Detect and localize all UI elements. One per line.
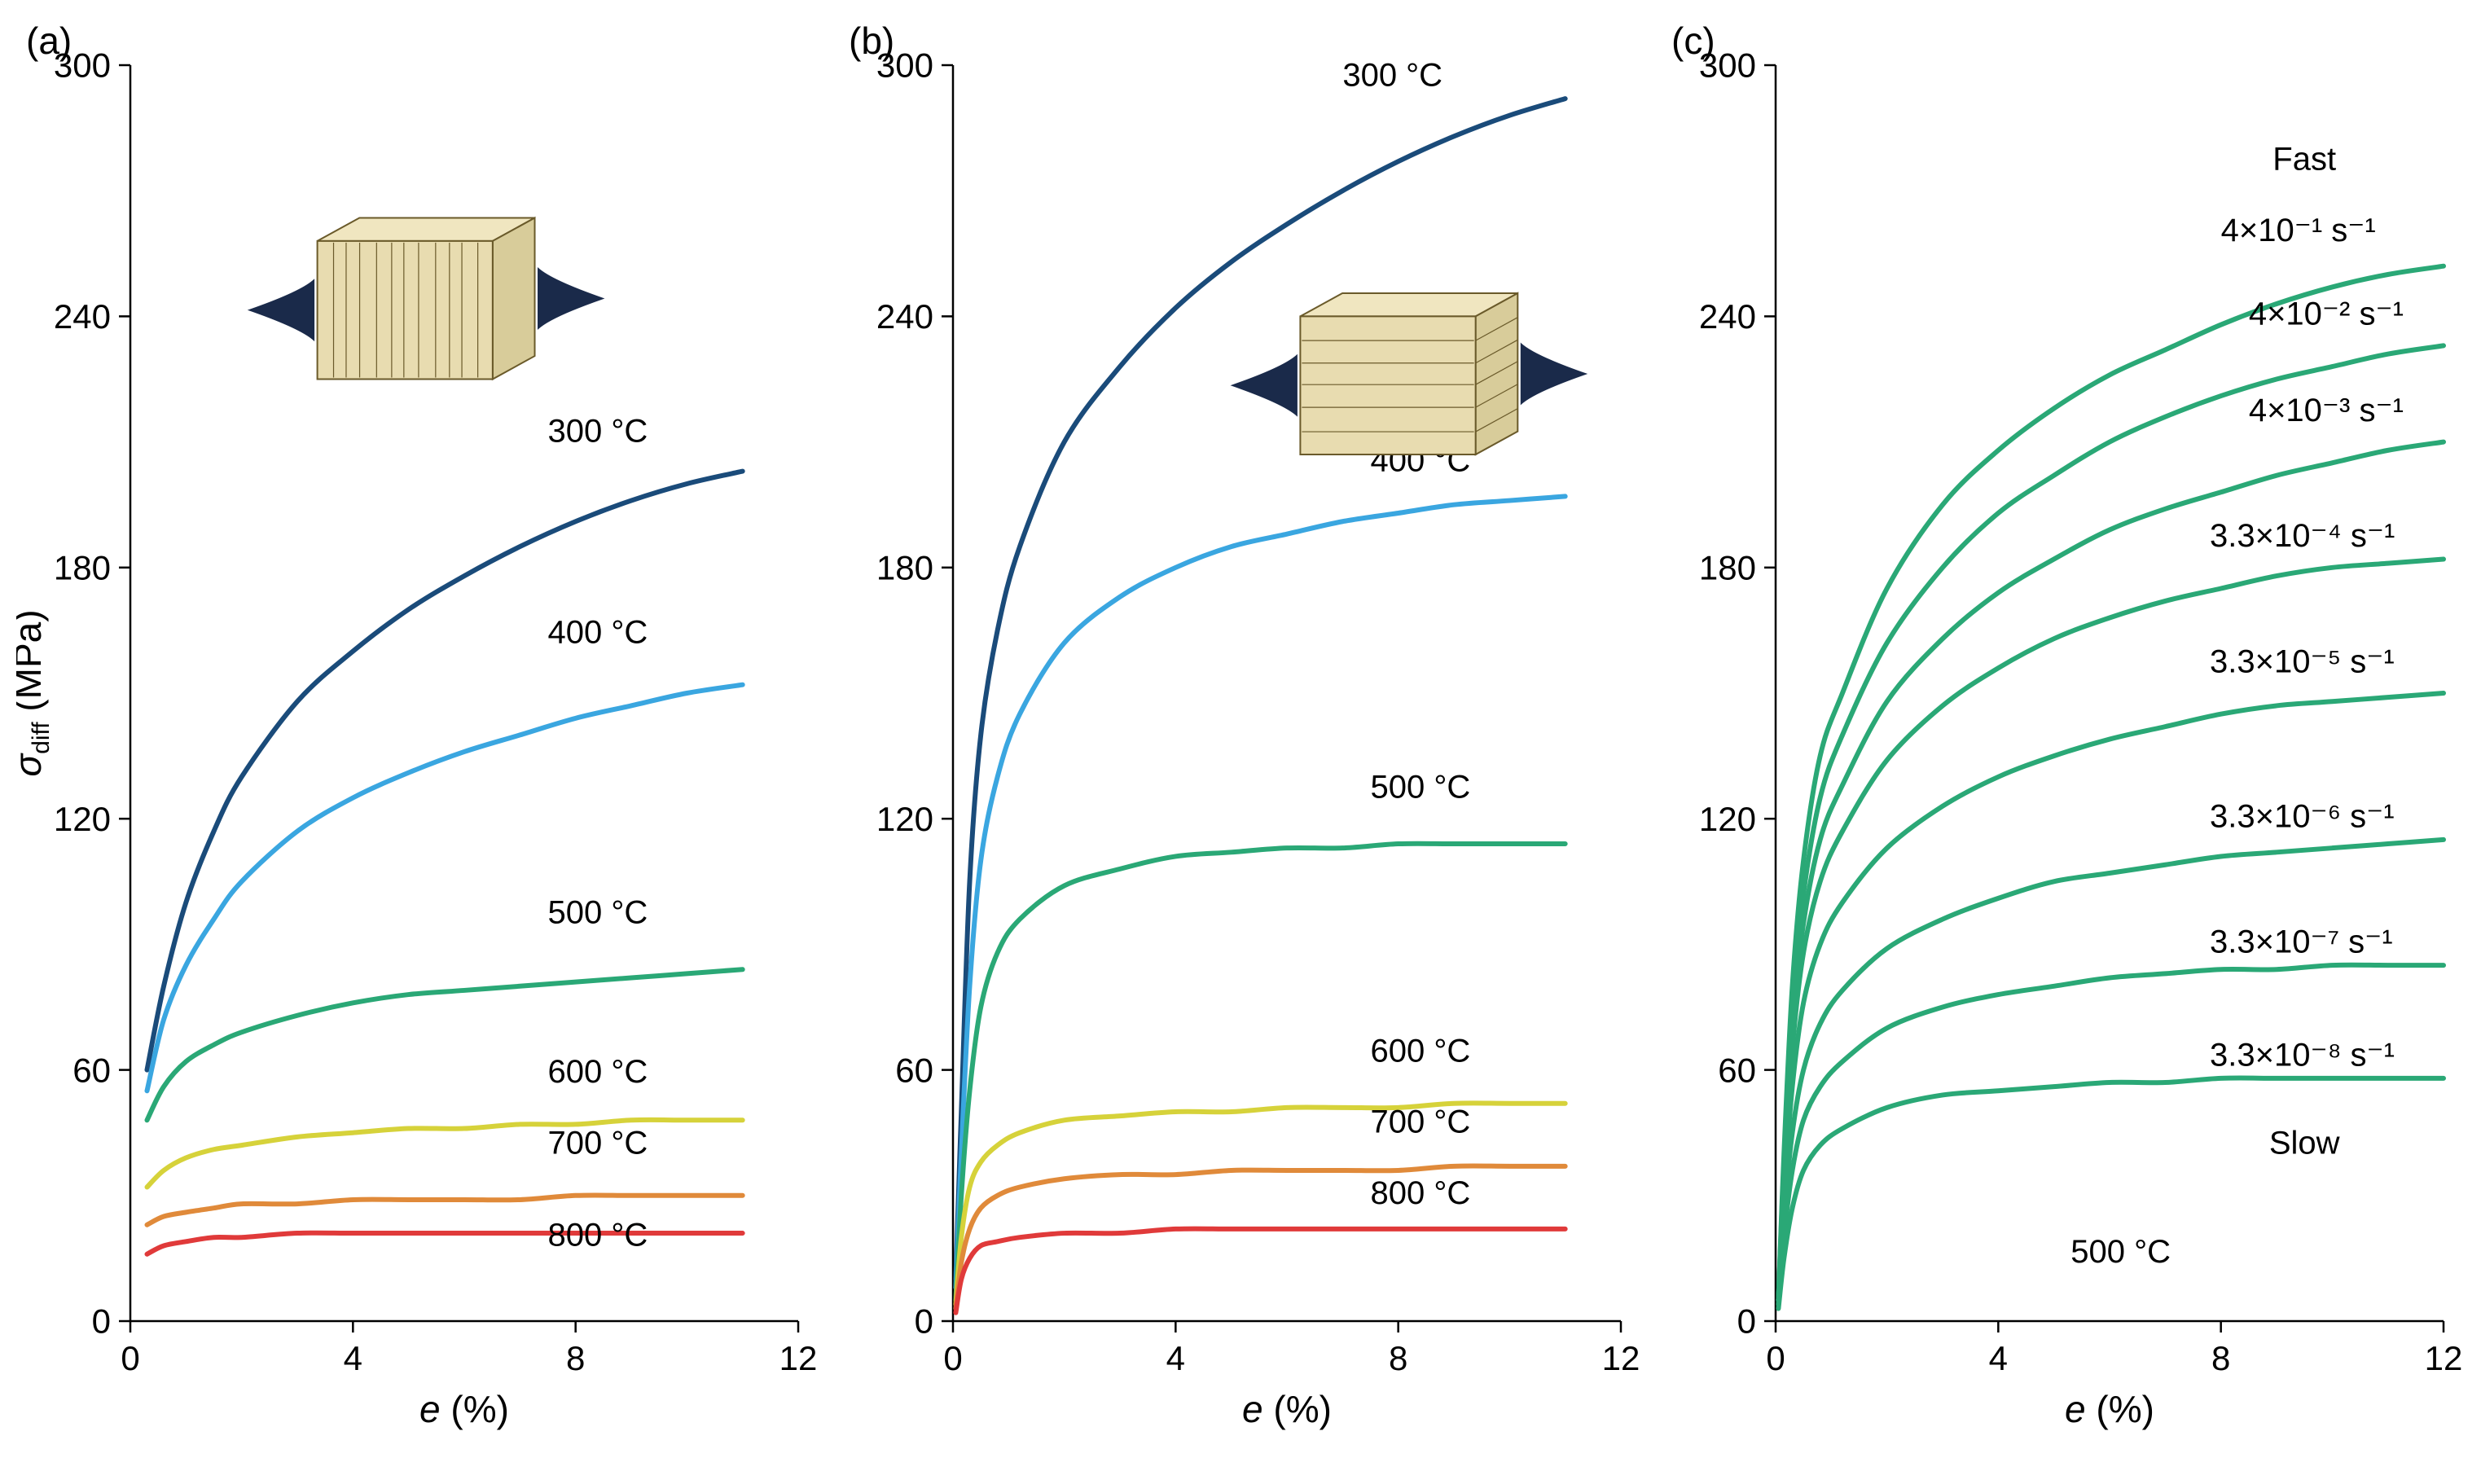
- curve-3: [955, 1103, 1565, 1304]
- curve-2: [147, 969, 743, 1120]
- y-tick-label: 180: [1699, 549, 1756, 587]
- curve-label-0: 300 °C: [548, 414, 648, 450]
- y-tick-label: 0: [92, 1302, 111, 1341]
- curve-label-1: 400 °C: [548, 614, 648, 650]
- x-tick-label: 0: [1766, 1339, 1785, 1377]
- curve-label-0: 300 °C: [1342, 58, 1442, 94]
- x-tick-label: 8: [2211, 1339, 2230, 1377]
- curve-5: [147, 1233, 743, 1254]
- panel-a: (a)06012018024030004812e (%)σdiff (MPa)3…: [16, 16, 831, 1468]
- curve-7: [1778, 1078, 2444, 1308]
- y-tick-label: 180: [54, 549, 111, 587]
- temperature-label: 500 °C: [2070, 1234, 2171, 1270]
- y-tick-label: 60: [72, 1051, 111, 1089]
- y-tick-label: 180: [876, 549, 933, 587]
- curve-label-0: 4×10⁻¹ s⁻¹: [2221, 213, 2376, 248]
- curve-label-4: 700 °C: [1371, 1104, 1471, 1140]
- x-tick-label: 4: [344, 1339, 362, 1377]
- panel-b: (b)06012018024030004812e (%)300 °C400 °C…: [839, 16, 1653, 1468]
- curve-label-2: 4×10⁻³ s⁻¹: [2249, 393, 2404, 428]
- x-tick-label: 8: [1389, 1339, 1407, 1377]
- y-tick-label: 120: [1699, 800, 1756, 838]
- curve-label-1: 4×10⁻² s⁻¹: [2249, 296, 2404, 332]
- curve-label-5: 3.3×10⁻⁶ s⁻¹: [2210, 798, 2395, 834]
- panel-c: (c)06012018024030004812e (%)4×10⁻¹ s⁻¹4×…: [1662, 16, 2476, 1468]
- y-tick-label: 0: [915, 1302, 933, 1341]
- curve-label-2: 500 °C: [1371, 770, 1471, 806]
- figure-container: (a)06012018024030004812e (%)σdiff (MPa)3…: [0, 0, 2481, 1484]
- curve-2: [955, 844, 1565, 1301]
- curve-label-3: 600 °C: [548, 1054, 648, 1090]
- y-tick-label: 300: [54, 46, 111, 85]
- curve-label-7: 3.3×10⁻⁸ s⁻¹: [2210, 1037, 2395, 1073]
- curve-label-2: 500 °C: [548, 895, 648, 931]
- x-tick-label: 0: [943, 1339, 962, 1377]
- x-tick-label: 0: [121, 1339, 139, 1377]
- y-tick-label: 0: [1737, 1302, 1756, 1341]
- y-axis-label: σdiff (MPa): [16, 609, 55, 776]
- block-diagram-icon: [1232, 293, 1587, 454]
- curve-label-4: 700 °C: [548, 1125, 648, 1161]
- x-tick-label: 4: [1166, 1339, 1185, 1377]
- x-axis-label: e (%): [1242, 1388, 1332, 1430]
- x-tick-label: 12: [779, 1339, 818, 1377]
- curve-label-5: 800 °C: [1371, 1175, 1471, 1211]
- curve-4: [147, 1195, 743, 1224]
- curve-label-4: 3.3×10⁻⁵ s⁻¹: [2210, 643, 2395, 679]
- curve-label-3: 600 °C: [1371, 1033, 1471, 1069]
- curve-5: [955, 1229, 1565, 1313]
- y-tick-label: 120: [54, 800, 111, 838]
- curve-3: [147, 1120, 743, 1188]
- y-tick-label: 120: [876, 800, 933, 838]
- fast-label: Fast: [2272, 142, 2336, 178]
- x-axis-label: e (%): [2065, 1388, 2154, 1430]
- x-axis-label: e (%): [419, 1388, 509, 1430]
- curve-1: [147, 685, 743, 1091]
- y-tick-label: 60: [1718, 1051, 1756, 1089]
- y-tick-label: 300: [876, 46, 933, 85]
- slow-label: Slow: [2269, 1125, 2340, 1161]
- y-tick-label: 300: [1699, 46, 1756, 85]
- curve-label-6: 3.3×10⁻⁷ s⁻¹: [2210, 924, 2393, 960]
- curve-label-3: 3.3×10⁻⁴ s⁻¹: [2210, 518, 2395, 554]
- curve-0: [147, 472, 743, 1070]
- y-tick-label: 240: [54, 297, 111, 336]
- y-tick-label: 60: [895, 1051, 933, 1089]
- x-tick-label: 8: [566, 1339, 585, 1377]
- curve-label-5: 800 °C: [548, 1217, 648, 1253]
- x-tick-label: 12: [2425, 1339, 2463, 1377]
- x-tick-label: 12: [1602, 1339, 1640, 1377]
- curve-4: [1778, 693, 2444, 1300]
- x-tick-label: 4: [1989, 1339, 2008, 1377]
- block-diagram-icon: [248, 217, 604, 379]
- y-tick-label: 240: [1699, 297, 1756, 336]
- curve-4: [955, 1166, 1565, 1308]
- y-tick-label: 240: [876, 297, 933, 336]
